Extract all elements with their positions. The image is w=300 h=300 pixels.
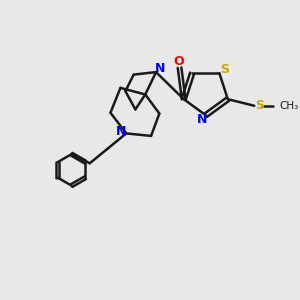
Text: S: S [220, 63, 229, 76]
Text: S: S [255, 99, 264, 112]
Text: N: N [155, 62, 165, 75]
Text: CH₃: CH₃ [279, 101, 298, 111]
Text: N: N [197, 113, 208, 126]
Text: N: N [116, 125, 126, 138]
Text: O: O [173, 55, 184, 68]
